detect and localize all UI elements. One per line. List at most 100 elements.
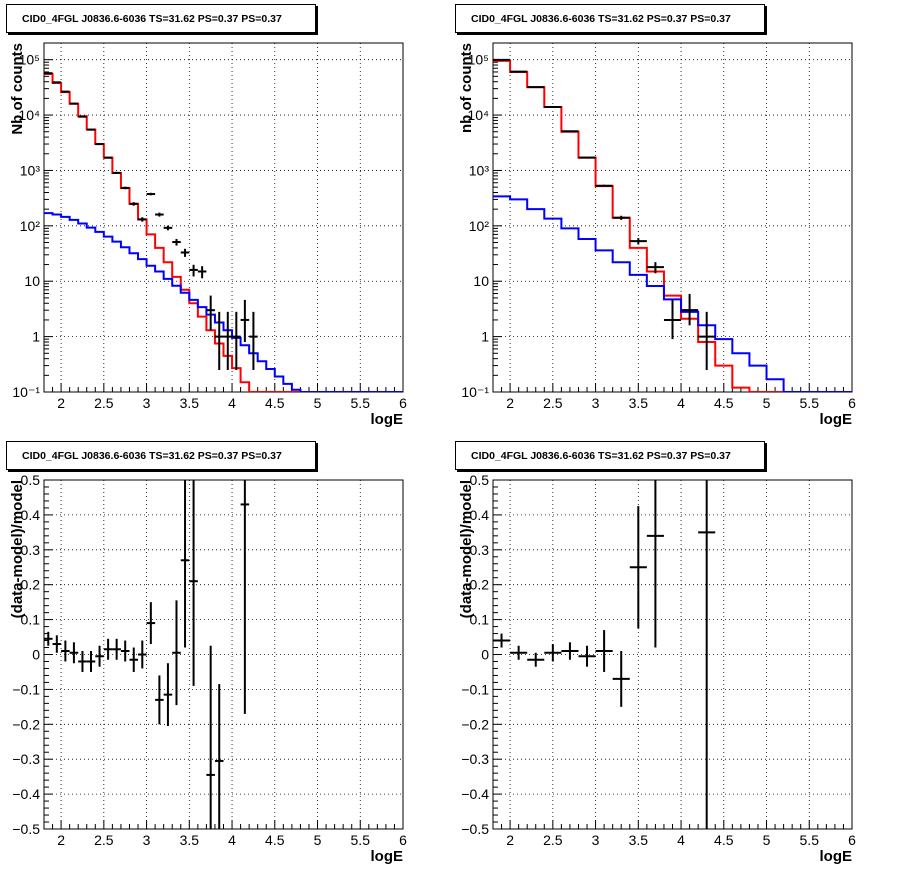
y-tick-label: 10⁻¹: [461, 384, 489, 400]
data-point: [240, 299, 250, 342]
y-tick-label: −0.2: [12, 716, 40, 732]
data-point: [103, 638, 113, 660]
data-point: [172, 238, 181, 246]
data-point: [180, 248, 190, 257]
y-tick-label: −0.5: [12, 821, 40, 837]
y-tick-label: 10²: [469, 218, 490, 234]
data-point: [698, 480, 716, 829]
data-point: [163, 663, 173, 727]
x-tick-label: 3: [143, 832, 151, 848]
data-point: [138, 640, 147, 669]
data-point: [138, 217, 147, 222]
x-tick-label: 5: [763, 395, 771, 411]
plot-frame: [492, 42, 853, 393]
x-tick-label: 4: [228, 395, 236, 411]
y-tick-label: −0.3: [461, 751, 489, 767]
data-point: [44, 631, 53, 646]
data-point: [527, 652, 545, 667]
x-tick-label: 5: [763, 832, 771, 848]
residual-plot-left: 2 2.5 3 3.5 4 4.5 5 5.5 6 −0.5 −0.4 −0.3 −0.2 −0.1 0 0.…: [9, 472, 407, 865]
y-tick-label: 0: [481, 647, 489, 663]
y-tick-label: 10³: [20, 162, 41, 178]
plot-frame: [43, 479, 404, 830]
data-point: [214, 684, 224, 829]
x-tick-label: 2.5: [543, 395, 563, 411]
series-group: [44, 480, 250, 829]
data-point: [95, 645, 104, 667]
data-point: [493, 633, 511, 648]
x-tick-label: 5.5: [351, 395, 371, 411]
x-tick-label: 6: [399, 395, 407, 411]
y-tick-label: 0.3: [470, 542, 490, 558]
data-point: [197, 266, 207, 279]
x-tick-label: 2: [57, 395, 65, 411]
model-curve-0: [493, 59, 852, 392]
counts-panel-left: CID0_4FGL J0836.6-6036 TS=31.62 PS=0.37 …: [0, 0, 449, 437]
x-tick-label: 3.5: [180, 395, 200, 411]
y-tick-label: 0.1: [470, 612, 490, 628]
y-tick-label: −0.5: [461, 821, 489, 837]
x-tick-label: 2: [57, 832, 65, 848]
x-tick-label: 4.5: [714, 395, 734, 411]
residual-plot-right: 2 2.5 3 3.5 4 4.5 5 5.5 6 −0.5 −0.4 −0.3 −0.2 −0.1 0 0.…: [458, 472, 856, 865]
data-point: [146, 602, 156, 645]
y-tick-label: 10³: [469, 162, 490, 178]
x-axis-label: logE: [371, 411, 404, 428]
y-tick-label: 0.5: [21, 472, 41, 488]
data-point: [78, 115, 87, 118]
counts-plot-right: 2 2.5 3 3.5 4 4.5 5 5.5 6 10⁻¹ 1 10 10² 10³ 10⁴ 10⁵ logE…: [458, 42, 856, 428]
data-point: [698, 311, 716, 370]
y-tick-label: 0.1: [21, 612, 41, 628]
x-tick-label: 3.5: [180, 832, 200, 848]
data-point: [155, 675, 164, 725]
data-point: [52, 635, 62, 653]
y-tick-label: 1: [481, 329, 489, 345]
model-curve-1: [44, 212, 403, 392]
x-axis-label: logE: [820, 848, 853, 865]
x-tick-label: 3.5: [629, 832, 649, 848]
y-axis-label: (data-model)/model: [458, 480, 475, 618]
y-tick-label: −0.4: [12, 786, 40, 802]
plot-frame: [492, 479, 853, 830]
x-tick-label: 2.5: [94, 395, 114, 411]
data-point: [646, 262, 664, 274]
data-point: [180, 480, 190, 648]
x-tick-label: 5.5: [800, 832, 820, 848]
y-tick-label: 0.3: [21, 542, 41, 558]
data-point: [249, 311, 258, 370]
data-point: [232, 311, 241, 370]
data-point: [595, 630, 613, 672]
counts-plot-left: 2 2.5 3 3.5 4 4.5 5 5.5 6 10⁻¹ 1 10 10² 10³ 10⁴ 10⁵ logE…: [9, 42, 407, 428]
y-tick-label: 0.4: [21, 507, 41, 523]
panel-title: CID0_4FGL J0836.6-6036 TS=31.62 PS=0.37 …: [6, 441, 316, 470]
data-point: [578, 645, 596, 667]
y-axis-label: nb of counts: [458, 43, 475, 133]
y-tick-label: 0.5: [470, 472, 490, 488]
y-tick-label: 10⁵: [19, 52, 40, 68]
series-group: [44, 72, 403, 392]
data-point: [612, 215, 630, 220]
y-tick-label: −0.3: [12, 751, 40, 767]
data-point: [129, 202, 139, 206]
data-point: [561, 130, 579, 133]
data-point: [163, 225, 173, 231]
data-point: [61, 640, 70, 662]
x-tick-label: 4: [677, 395, 685, 411]
data-point: [78, 651, 87, 672]
data-point: [646, 480, 664, 648]
data-point: [86, 651, 96, 672]
data-point: [663, 299, 682, 340]
panel-title: CID0_4FGL J0836.6-6036 TS=31.62 PS=0.37 …: [6, 4, 316, 33]
data-point: [240, 480, 250, 714]
data-point: [86, 128, 96, 131]
series-group: [493, 480, 716, 829]
data-point: [629, 506, 647, 629]
y-tick-label: 10²: [20, 218, 41, 234]
data-point: [155, 212, 164, 217]
x-tick-label: 4: [677, 832, 685, 848]
x-tick-label: 2: [506, 832, 514, 848]
plot-frame: [43, 42, 404, 393]
counts-panel-right: CID0_4FGL J0836.6-6036 TS=31.62 PS=0.37 …: [449, 0, 898, 437]
x-tick-label: 5: [314, 832, 322, 848]
panel-title: CID0_4FGL J0836.6-6036 TS=31.62 PS=0.37 …: [455, 4, 765, 33]
